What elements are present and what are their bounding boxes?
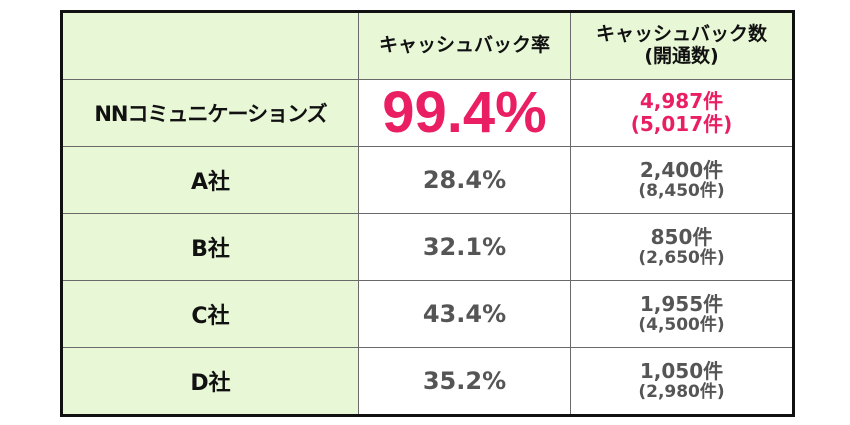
table-row-c: C社 43.4% 1,955件 (4,500件): [61, 280, 794, 348]
row-cashback-rate: 43.4%: [358, 280, 571, 348]
row-company-name: C社: [61, 280, 359, 348]
row-opened-count: (2,980件): [638, 381, 725, 402]
row-cashback-count: 4,987件: [639, 89, 724, 113]
row-cashback-count-cell: 2,400件 (8,450件): [570, 146, 794, 214]
header-cashback-count-label: キャッシュバック数: [595, 23, 767, 46]
row-cashback-count: 1,955件: [639, 291, 724, 316]
row-cashback-rate: 28.4%: [358, 146, 571, 214]
row-cashback-count: 1,050件: [639, 358, 724, 383]
table-row-nn: NNコミュニケーションズ 99.4% 4,987件 (5,017件): [61, 79, 794, 147]
row-opened-count: (4,500件): [638, 314, 725, 335]
comparison-table-wrapper: キャッシュバック率 キャッシュバック数 (開通数) NNコミュニケーションズ 9…: [60, 10, 795, 417]
row-opened-count: (2,650件): [638, 247, 725, 268]
row-cashback-rate: 32.1%: [358, 213, 571, 281]
row-cashback-rate: 35.2%: [358, 347, 571, 416]
row-cashback-count: 850件: [650, 224, 713, 249]
row-company-name: NNコミュニケーションズ: [61, 79, 359, 147]
table-row-d: D社 35.2% 1,050件 (2,980件): [61, 347, 794, 416]
table-row-a: A社 28.4% 2,400件 (8,450件): [61, 146, 794, 214]
table-header-row: キャッシュバック率 キャッシュバック数 (開通数): [61, 11, 794, 80]
row-opened-count: (8,450件): [638, 180, 725, 201]
row-cashback-count-cell: 1,050件 (2,980件): [570, 347, 794, 416]
header-cashback-rate-label: キャッシュバック率: [378, 34, 550, 57]
header-cashback-count: キャッシュバック数 (開通数): [570, 11, 794, 80]
row-cashback-rate-cell: 99.4%: [358, 79, 571, 147]
cashback-comparison-table: キャッシュバック率 キャッシュバック数 (開通数) NNコミュニケーションズ 9…: [60, 10, 795, 417]
header-corner-cell: [61, 11, 359, 80]
row-company-name: D社: [61, 347, 359, 416]
row-cashback-count: 2,400件: [639, 157, 724, 182]
row-company-name: B社: [61, 213, 359, 281]
row-cashback-count-cell: 4,987件 (5,017件): [570, 79, 794, 147]
row-company-name: A社: [61, 146, 359, 214]
row-cashback-count-cell: 850件 (2,650件): [570, 213, 794, 281]
header-opened-count-label: (開通数): [644, 45, 719, 67]
row-cashback-rate: 99.4%: [382, 80, 547, 145]
row-opened-count: (5,017件): [630, 112, 733, 136]
table-row-b: B社 32.1% 850件 (2,650件): [61, 213, 794, 281]
row-cashback-count-cell: 1,955件 (4,500件): [570, 280, 794, 348]
header-cashback-rate: キャッシュバック率: [358, 11, 571, 80]
